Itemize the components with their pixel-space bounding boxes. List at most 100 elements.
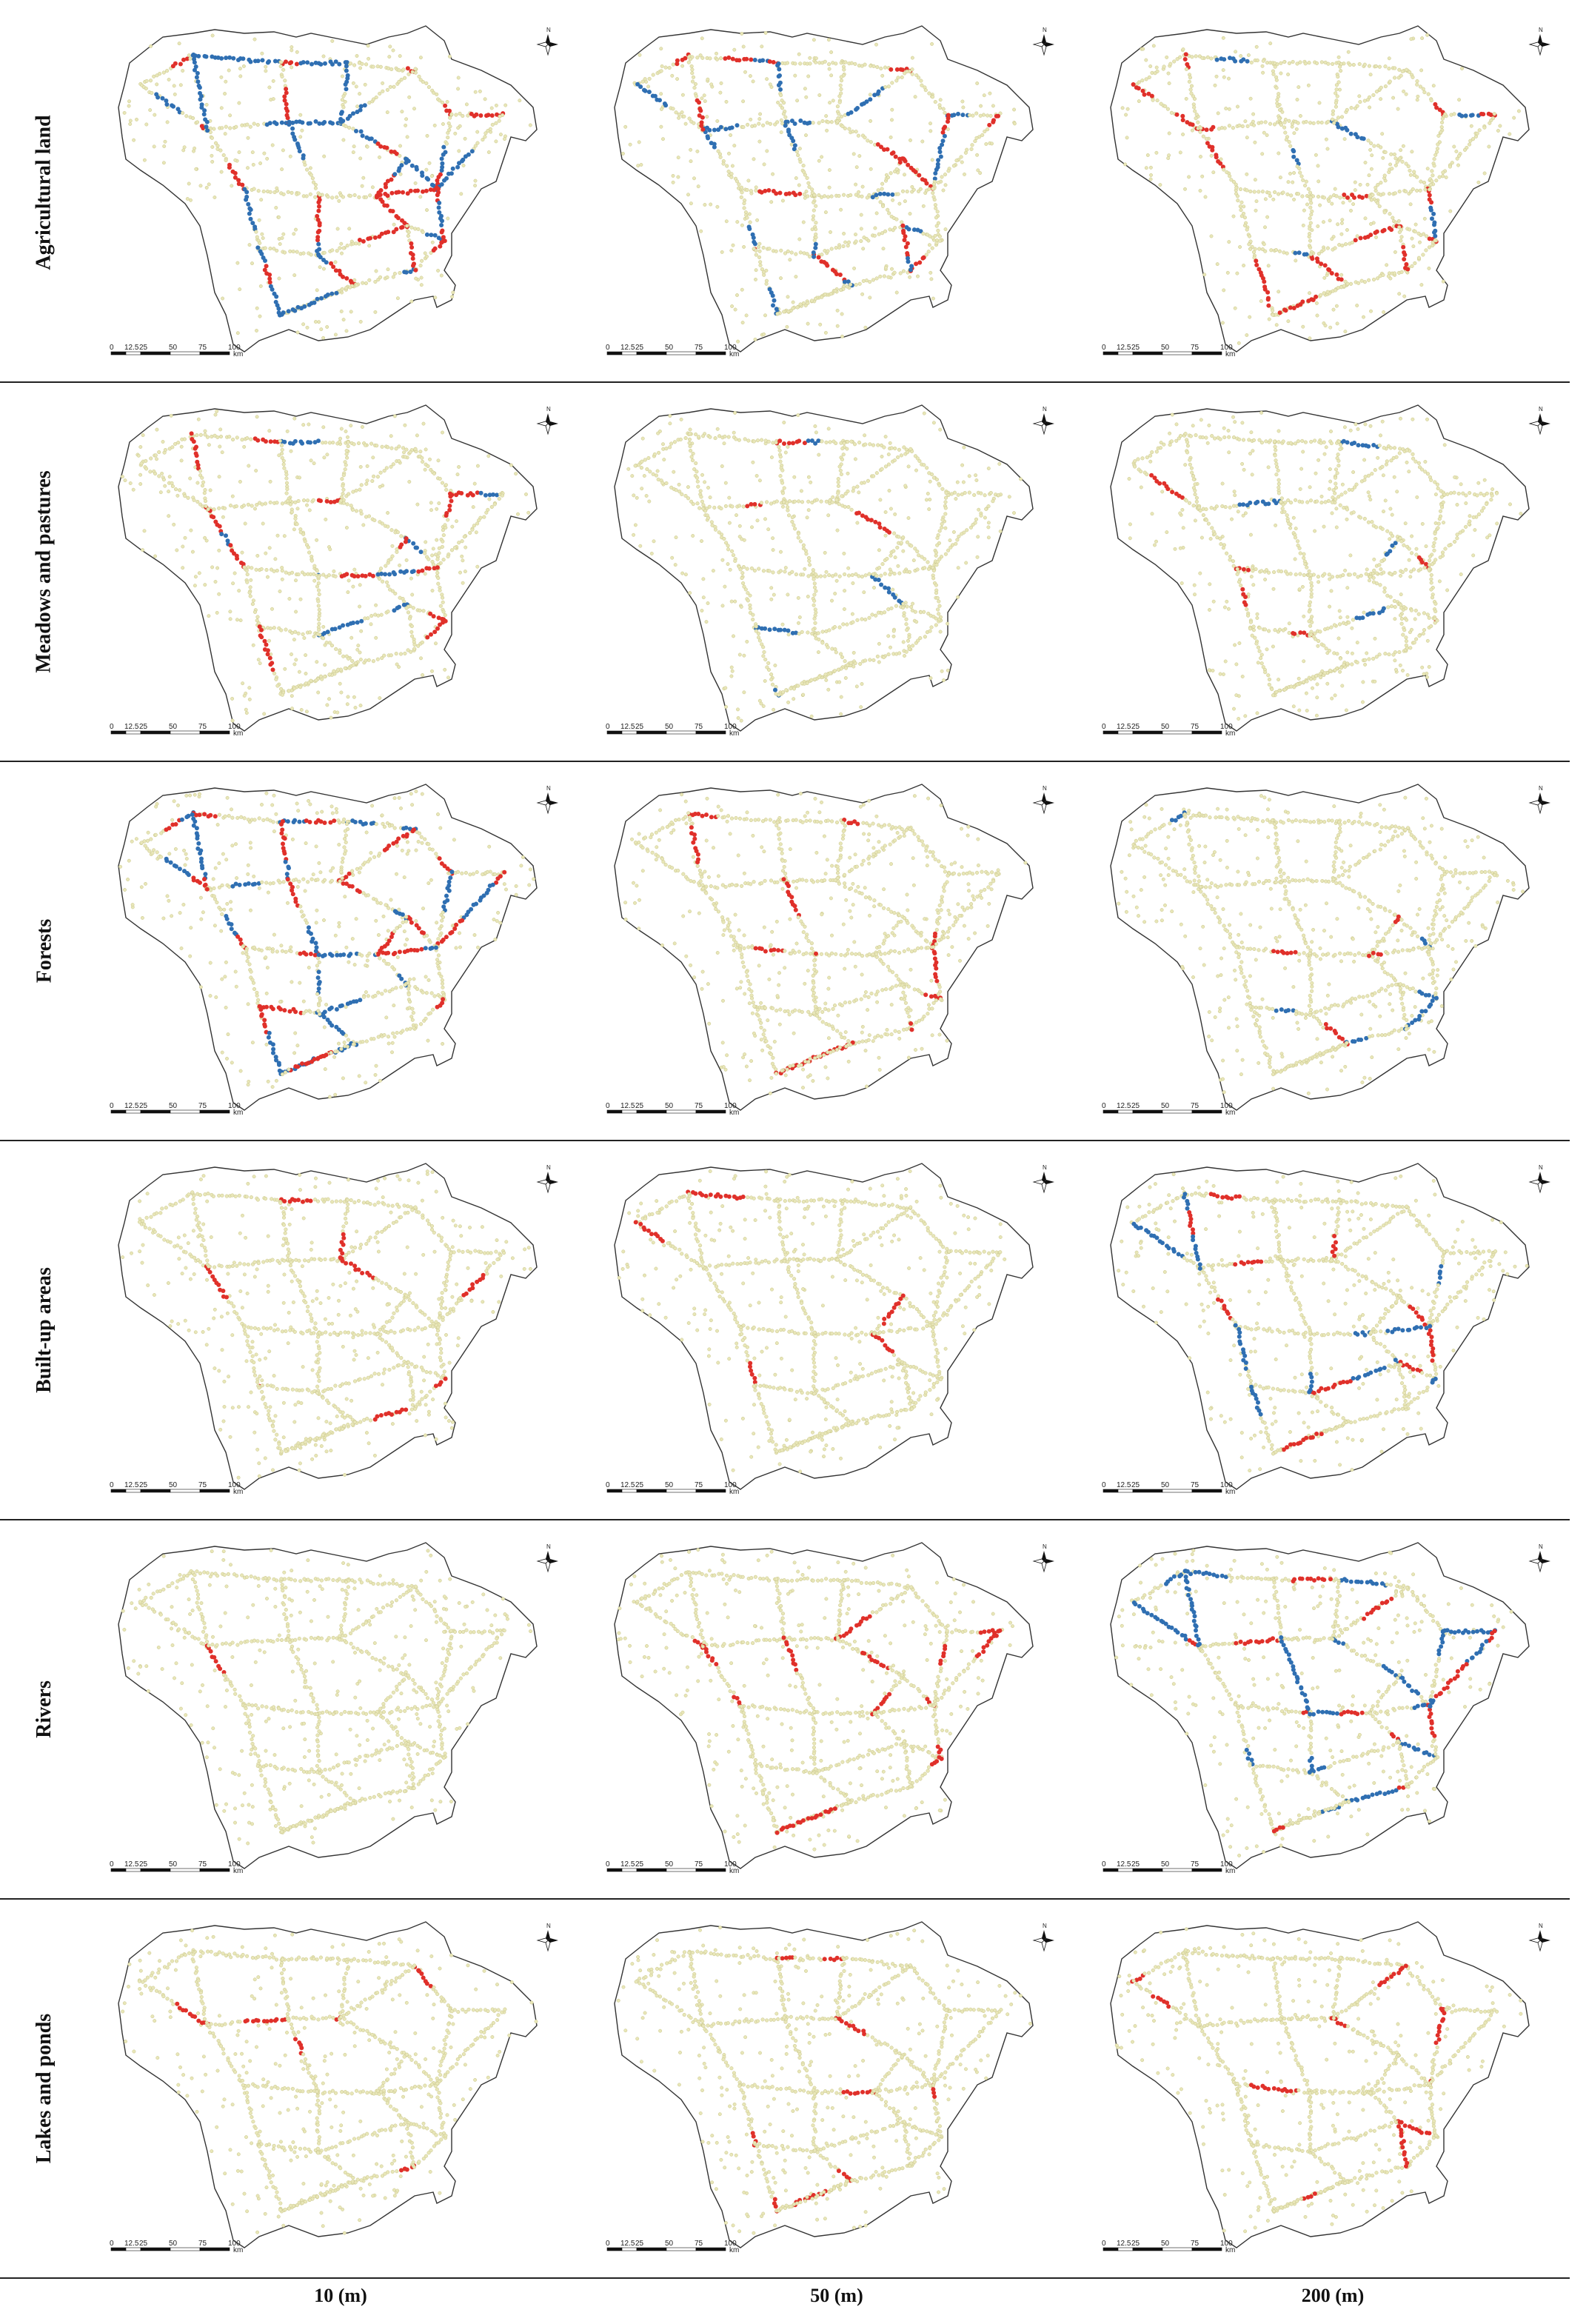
coldspot-point: [351, 111, 355, 116]
sample-point: [127, 104, 131, 108]
sample-point: [1267, 190, 1271, 195]
sample-point: [275, 248, 279, 253]
sample-point: [871, 443, 876, 447]
sample-point: [787, 499, 792, 504]
sample-point: [883, 435, 888, 439]
sample-point: [1331, 61, 1335, 66]
hotspot-point: [1345, 195, 1350, 200]
coldspot-point: [707, 127, 712, 133]
sample-point: [1410, 236, 1414, 241]
sample-point: [779, 248, 783, 253]
sample-point: [790, 519, 794, 524]
sample-point: [701, 503, 706, 507]
hotspot-point: [386, 230, 391, 235]
coldspot-point: [638, 84, 643, 90]
sample-point: [420, 640, 424, 644]
sample-point: [321, 636, 326, 641]
sample-point: [401, 67, 406, 72]
sample-point: [1316, 120, 1320, 124]
sample-point: [729, 133, 733, 137]
hotspot-point: [284, 90, 289, 96]
coldspot-point: [439, 168, 444, 173]
sample-point: [1279, 61, 1283, 65]
sample-point: [344, 286, 349, 290]
sample-point: [979, 513, 983, 518]
sample-point: [841, 622, 846, 627]
sample-point: [713, 527, 718, 532]
coldspot-point: [1214, 57, 1219, 62]
sample-point: [851, 620, 855, 624]
hotspot-point: [357, 238, 362, 242]
sample-point: [316, 604, 321, 608]
sample-point: [187, 53, 191, 58]
sample-point: [956, 492, 960, 497]
sample-point: [938, 630, 943, 634]
sample-point: [761, 245, 766, 250]
sample-point: [643, 77, 647, 81]
sample-point: [1371, 277, 1376, 282]
sample-point: [297, 670, 301, 674]
sample-point: [757, 121, 761, 126]
hotspot-point: [405, 191, 410, 196]
sample-point: [776, 100, 780, 104]
hotspot-point: [431, 614, 436, 619]
sample-point: [1389, 152, 1393, 156]
sample-point: [882, 655, 886, 660]
sample-point: [1308, 227, 1312, 231]
coldspot-point: [282, 439, 287, 444]
sample-point: [934, 241, 939, 245]
hotspot-point: [767, 59, 772, 64]
coldspot-point: [194, 75, 199, 80]
coldspot-point: [202, 108, 207, 113]
sample-point: [717, 434, 722, 438]
sample-point: [376, 613, 381, 618]
sample-point: [761, 654, 766, 658]
hotspot-point: [285, 109, 290, 113]
sample-point: [806, 194, 810, 198]
sample-point: [409, 299, 414, 304]
sample-point: [883, 265, 888, 270]
coldspot-point: [463, 154, 468, 159]
sample-point: [986, 504, 991, 509]
hotspot-point: [211, 515, 216, 520]
hotspot-point: [285, 116, 290, 121]
hotspot-point: [1427, 193, 1432, 198]
hotspot-point: [1204, 127, 1209, 133]
sample-point: [843, 572, 847, 577]
sample-point: [934, 563, 939, 567]
sample-point: [1260, 247, 1265, 252]
sample-point: [892, 270, 897, 275]
sample-point: [913, 547, 917, 551]
coldspot-point: [1355, 135, 1360, 140]
hotspot-point: [352, 574, 357, 579]
sample-point: [1388, 212, 1392, 216]
sample-point: [829, 247, 834, 251]
sample-point: [668, 445, 672, 450]
sample-point: [1325, 246, 1330, 250]
sample-point: [763, 30, 768, 35]
sample-point: [691, 534, 695, 538]
sample-point: [943, 110, 947, 115]
sample-point: [720, 558, 725, 562]
sample-point: [1439, 130, 1443, 135]
hotspot-point: [435, 626, 440, 631]
sample-point: [1274, 78, 1279, 82]
sample-point: [823, 194, 827, 198]
sample-point: [1432, 164, 1436, 168]
sample-point: [890, 267, 894, 271]
coldspot-point: [1294, 158, 1299, 163]
coldspot-point: [1345, 127, 1350, 133]
sample-point: [1397, 292, 1402, 296]
sample-point: [346, 444, 350, 449]
sample-point: [931, 236, 935, 240]
sample-point: [311, 498, 315, 502]
sample-point: [758, 112, 763, 116]
sample-point: [325, 453, 329, 457]
sample-point: [167, 78, 171, 81]
sample-point: [730, 549, 735, 553]
sample-point: [395, 662, 399, 667]
sample-point: [823, 550, 827, 555]
sample-point: [729, 248, 734, 253]
sample-point: [500, 493, 504, 498]
hotspot-point: [380, 199, 385, 204]
